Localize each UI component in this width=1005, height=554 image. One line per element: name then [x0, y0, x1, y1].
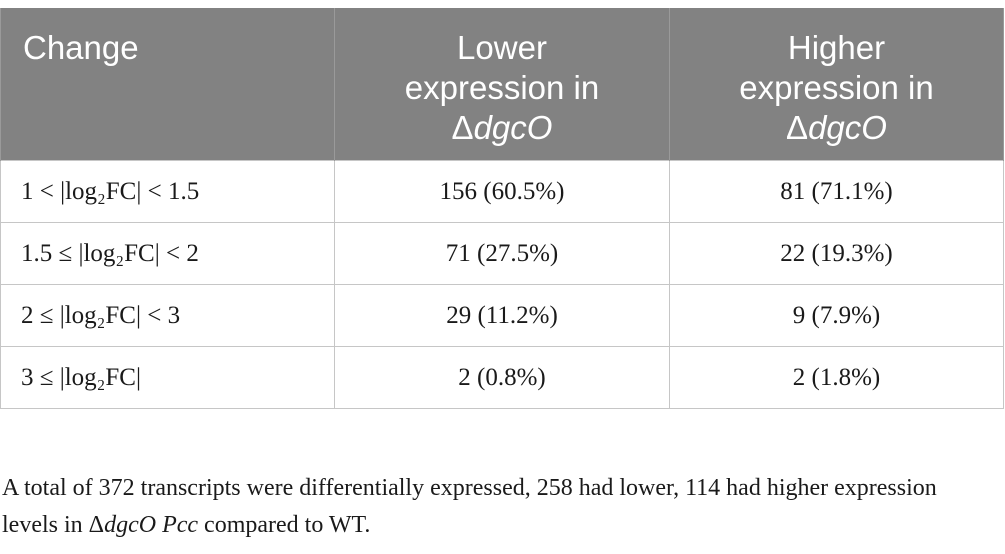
- header-higher-line2: expression in: [739, 69, 934, 106]
- table-row: 2 ≤ |log₂FC| < 3 29 (11.2%) 9 (7.9%): [0, 284, 1004, 347]
- row-change-cell: 2 ≤ |log₂FC| < 3: [0, 284, 335, 347]
- header-lower-gene: dgcO: [473, 109, 553, 146]
- header-lower-line3: ΔdgcO: [335, 108, 669, 148]
- row-higher-cell: 22 (19.3%): [669, 222, 1004, 285]
- table-row: 1 < |log₂FC| < 1.5 156 (60.5%) 81 (71.1%…: [0, 160, 1004, 223]
- footnote-gene: dgcO: [104, 512, 157, 538]
- footnote-organism: Pcc: [162, 512, 199, 538]
- header-lower-line2: expression in: [404, 69, 600, 106]
- header-change: Change: [0, 8, 335, 161]
- row-lower-cell: 71 (27.5%): [334, 222, 670, 285]
- row-change-cell: 1 < |log₂FC| < 1.5: [0, 160, 335, 223]
- header-higher-gene: dgcO: [808, 109, 887, 146]
- table-row: 3 ≤ |log₂FC| 2 (0.8%) 2 (1.8%): [0, 346, 1004, 409]
- table-row: 1.5 ≤ |log₂FC| < 2 71 (27.5%) 22 (19.3%): [0, 222, 1004, 285]
- expression-table: Change Lower expression in ΔdgcO Higher …: [0, 8, 1004, 409]
- footnote-text: A total of 372 transcripts were differen…: [2, 475, 937, 538]
- row-lower-cell: 2 (0.8%): [334, 346, 670, 409]
- row-higher-cell: 2 (1.8%): [669, 346, 1004, 409]
- footnote-text-end: compared to WT.: [198, 512, 371, 538]
- header-lower-expression: Lower expression in ΔdgcO: [334, 8, 670, 161]
- row-lower-cell: 156 (60.5%): [334, 160, 670, 223]
- table-footnote: A total of 372 transcripts were differen…: [2, 470, 992, 544]
- header-higher-delta: Δ: [786, 109, 809, 146]
- header-lower-delta: Δ: [451, 109, 474, 146]
- table-body: 1 < |log₂FC| < 1.5 156 (60.5%) 81 (71.1%…: [0, 160, 1004, 409]
- row-higher-cell: 81 (71.1%): [669, 160, 1004, 223]
- header-lower-line1: Lower: [457, 29, 547, 66]
- row-change-cell: 1.5 ≤ |log₂FC| < 2: [0, 222, 335, 285]
- row-change-cell: 3 ≤ |log₂FC|: [0, 346, 335, 409]
- header-row: Change Lower expression in ΔdgcO Higher …: [0, 8, 1004, 161]
- header-higher-expression: Higher expression in ΔdgcO: [669, 8, 1004, 161]
- row-lower-cell: 29 (11.2%): [334, 284, 670, 347]
- header-higher-line1: Higher: [787, 29, 886, 66]
- row-higher-cell: 9 (7.9%): [669, 284, 1004, 347]
- header-higher-line3: ΔdgcO: [670, 108, 1003, 148]
- table-header: Change Lower expression in ΔdgcO Higher …: [0, 8, 1004, 161]
